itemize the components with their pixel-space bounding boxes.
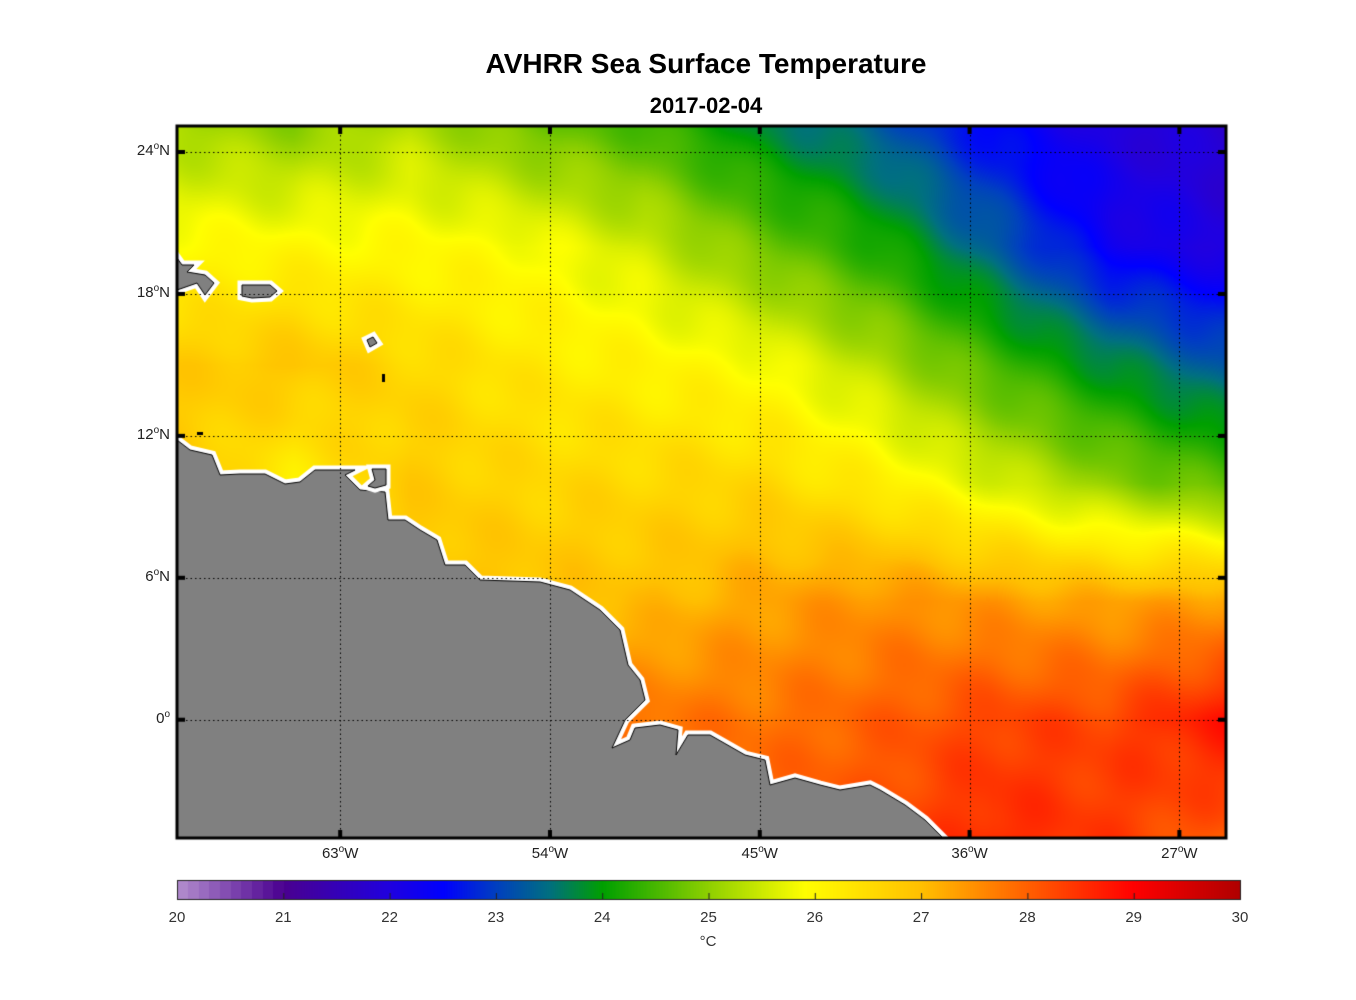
y-tick-label: 18oN <box>136 282 170 301</box>
tick-degrees: 6 <box>145 567 154 585</box>
tick-degrees: 45 <box>741 845 759 862</box>
colorbar-tick-label: 28 <box>1019 909 1036 926</box>
tick-degrees: 36 <box>951 845 969 862</box>
tick-degrees: 54 <box>531 845 549 862</box>
tick-hemisphere: W <box>554 845 569 862</box>
colorbar-tick-label: 26 <box>806 909 824 926</box>
x-tick-label: 27oW <box>1161 844 1198 862</box>
colorbar-tick-label: 20 <box>168 909 186 926</box>
colorbar-tick-label: 24 <box>593 909 611 926</box>
tick-hemisphere: N <box>159 142 170 160</box>
colorbar-tick-label: 30 <box>1231 909 1249 926</box>
x-tick-label: 36oW <box>951 844 988 862</box>
tick-hemisphere: W <box>763 845 778 862</box>
chart-title: AVHRR Sea Surface Temperature <box>485 48 927 79</box>
tick-degrees: 24 <box>136 142 154 160</box>
colorbar-tick-label: 29 <box>1125 909 1143 926</box>
tick-hemisphere: N <box>159 283 170 301</box>
x-tick-label: 54oW <box>531 844 569 862</box>
colorbar-tick-label: 23 <box>487 909 505 926</box>
tick-hemisphere: W <box>1183 845 1198 862</box>
colorbar-unit-label: °C <box>699 933 717 950</box>
chart-subtitle: 2017-02-04 <box>649 93 763 118</box>
tick-hemisphere: N <box>159 425 170 443</box>
tick-degrees: 18 <box>136 283 154 301</box>
colorbar-tick-label: 25 <box>700 909 717 926</box>
tick-degrees: 63 <box>321 845 339 862</box>
y-tick-label: 6oN <box>145 566 170 585</box>
y-tick-label: 0o <box>156 708 170 727</box>
colorbar-tick-label: 22 <box>381 909 398 926</box>
colorbar-tick-label: 21 <box>274 909 292 926</box>
colorbar-tick-label: 27 <box>912 909 930 926</box>
tick-degrees: 0 <box>156 709 165 727</box>
y-tick-label: 12oN <box>136 424 170 443</box>
tick-hemisphere: N <box>159 567 170 585</box>
tick-degrees: 27 <box>1161 845 1178 862</box>
tick-hemisphere: W <box>344 845 359 862</box>
x-tick-label: 45oW <box>741 844 778 862</box>
y-tick-label: 24oN <box>136 141 170 160</box>
x-tick-label: 63oW <box>321 844 359 862</box>
tick-hemisphere: W <box>973 845 988 862</box>
tick-degrees: 12 <box>136 425 154 443</box>
